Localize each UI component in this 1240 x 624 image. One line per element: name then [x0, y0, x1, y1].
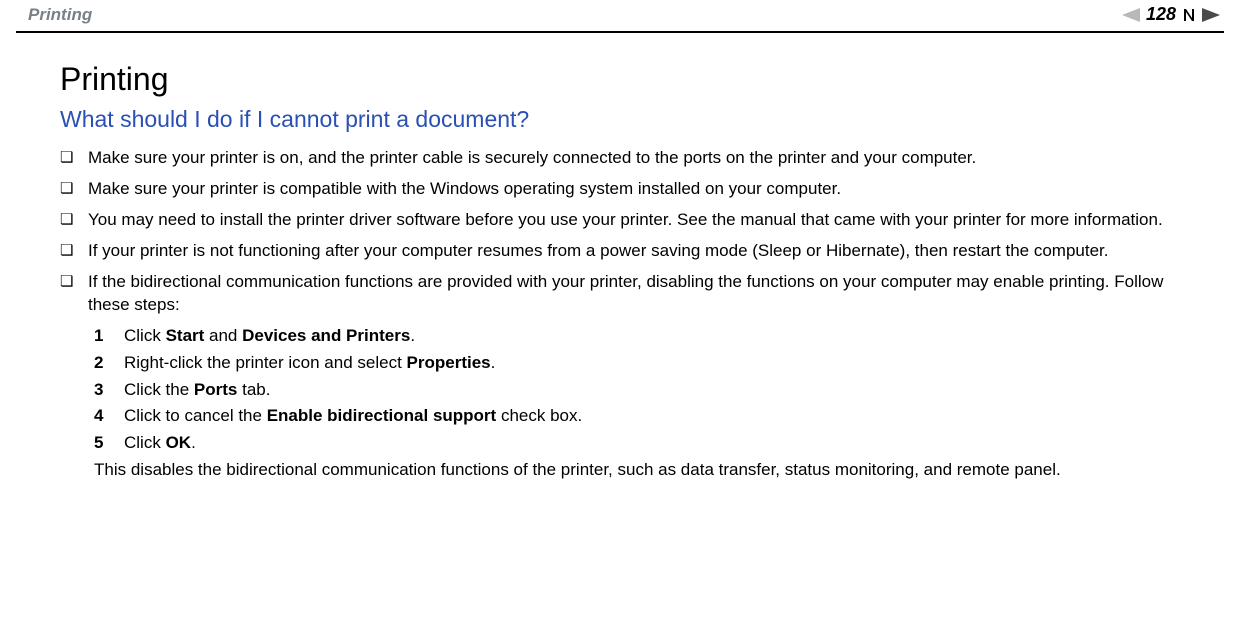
followup-text: This disables the bidirectional communic…: [60, 459, 1180, 482]
bullet-marker-icon: ❏: [60, 147, 88, 168]
step-text: Click to cancel the Enable bidirectional…: [124, 405, 1180, 428]
steps-list: 1Click Start and Devices and Printers.2R…: [60, 325, 1180, 456]
header-right: 128: [1122, 4, 1220, 25]
step-number: 3: [94, 379, 124, 402]
page-header: Printing 128: [0, 0, 1240, 31]
bullet-item: ❏If your printer is not functioning afte…: [60, 240, 1180, 263]
bullet-marker-icon: ❏: [60, 178, 88, 199]
step-text: Click the Ports tab.: [124, 379, 1180, 402]
bullet-text: Make sure your printer is on, and the pr…: [88, 147, 1180, 170]
step-item: 3Click the Ports tab.: [94, 379, 1180, 402]
step-text: Click OK.: [124, 432, 1180, 455]
page-title: Printing: [60, 61, 1180, 98]
step-text: Click Start and Devices and Printers.: [124, 325, 1180, 348]
step-item: 1Click Start and Devices and Printers.: [94, 325, 1180, 348]
step-number: 2: [94, 352, 124, 375]
page-number: 128: [1146, 4, 1176, 25]
content-area: Printing What should I do if I cannot pr…: [0, 33, 1240, 502]
nav-next-icon[interactable]: [1202, 8, 1220, 22]
bullet-text: You may need to install the printer driv…: [88, 209, 1180, 232]
bullet-text: If your printer is not functioning after…: [88, 240, 1180, 263]
step-item: 5Click OK.: [94, 432, 1180, 455]
step-number: 4: [94, 405, 124, 428]
bullet-marker-icon: ❏: [60, 271, 88, 292]
bullet-item: ❏Make sure your printer is on, and the p…: [60, 147, 1180, 170]
breadcrumb: Printing: [28, 5, 92, 25]
bullet-item: ❏You may need to install the printer dri…: [60, 209, 1180, 232]
bullet-text: If the bidirectional communication funct…: [88, 271, 1180, 317]
section-question: What should I do if I cannot print a doc…: [60, 106, 1180, 133]
nav-prev-icon[interactable]: [1122, 8, 1140, 22]
bullet-text: Make sure your printer is compatible wit…: [88, 178, 1180, 201]
bullet-item: ❏Make sure your printer is compatible wi…: [60, 178, 1180, 201]
step-item: 4Click to cancel the Enable bidirectiona…: [94, 405, 1180, 428]
step-number: 5: [94, 432, 124, 455]
step-number: 1: [94, 325, 124, 348]
bullet-marker-icon: ❏: [60, 240, 88, 261]
bullet-list: ❏Make sure your printer is on, and the p…: [60, 147, 1180, 317]
bullet-marker-icon: ❏: [60, 209, 88, 230]
bullet-item: ❏If the bidirectional communication func…: [60, 271, 1180, 317]
step-item: 2Right-click the printer icon and select…: [94, 352, 1180, 375]
nav-n-icon: [1182, 8, 1196, 22]
step-text: Right-click the printer icon and select …: [124, 352, 1180, 375]
